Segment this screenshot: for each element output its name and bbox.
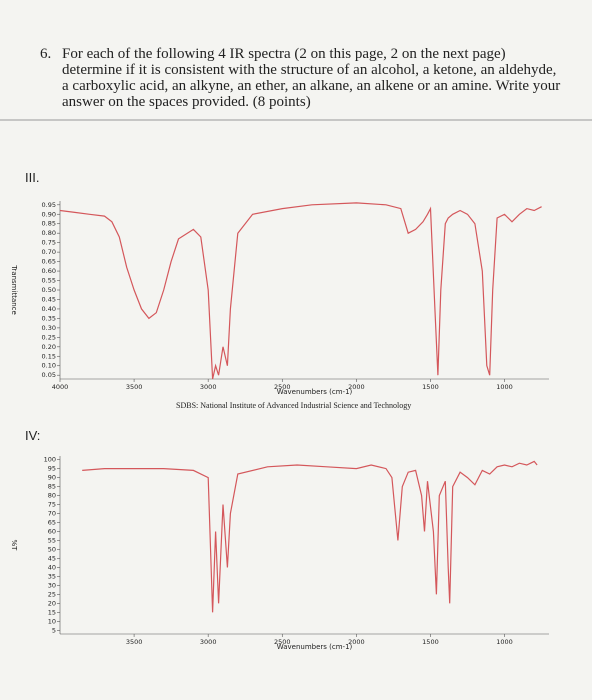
x-tick-label: 4000 [52,383,69,391]
x-tick-label: 3500 [126,638,143,646]
y-tick-label: 60 [48,528,56,536]
x-tick-label: 2500 [274,638,291,646]
y-tick-label: 25 [48,590,56,598]
y-tick-label: 0.70 [42,248,56,256]
y-tick-label: 10 [48,617,56,625]
y-tick-label: 0.50 [42,286,56,294]
y-tick-label: 40 [48,563,56,571]
y-tick-label: 0.10 [42,362,56,370]
y-tick-label: 90 [48,474,56,482]
x-axis-label: Wavenumbers (cm-1) [277,388,353,396]
y-tick-label: 0.85 [42,220,56,228]
y-tick-label: 0.95 [42,201,56,209]
x-tick-label: 2000 [348,383,365,391]
y-tick-label: 0.15 [42,352,56,360]
question-text: For each of the following 4 IR spectra (… [62,46,561,110]
x-tick-label: 2500 [274,383,291,391]
y-tick-label: 95 [48,465,56,473]
source-note: SDBS: National Institute of Advanced Ind… [176,401,411,410]
y-tick-label: 0.45 [42,295,56,303]
y-axis-label: Transmittance [10,264,18,315]
y-tick-label: 0.35 [42,314,56,322]
y-tick-label: 0.60 [42,267,56,275]
y-tick-label: 65 [48,519,56,527]
x-tick-label: 1000 [496,638,513,646]
question: 6. For each of the following 4 IR spectr… [40,46,562,110]
y-tick-label: 85 [48,483,56,491]
y-tick-label: 75 [48,501,56,509]
y-tick-label: 0.55 [42,277,56,285]
y-axis-label: %T [10,540,18,552]
spectrum-line [59,202,542,380]
y-tick-label: 30 [48,581,56,589]
y-tick-label: 0.90 [42,210,56,218]
spectrum-line [82,460,538,613]
y-tick-label: 50 [48,545,56,553]
y-tick-label: 0.80 [42,229,56,237]
y-tick-label: 70 [48,510,56,518]
y-tick-label: 5 [52,626,56,634]
y-tick-label: 35 [48,572,56,580]
section-label: IV: [25,428,40,443]
x-tick-label: 3000 [200,383,217,391]
y-tick-label: 0.40 [42,305,56,313]
x-axis-label: Wavenumbers (cm-1) [277,643,353,651]
y-tick-label: 100 [44,456,56,464]
y-tick-label: 0.65 [42,258,56,266]
question-number: 6. [40,46,52,62]
section-label: III. [25,170,39,185]
y-tick-label: 0.75 [42,239,56,247]
y-tick-label: 15 [48,608,56,616]
x-tick-label: 1000 [496,383,513,391]
x-tick-label: 3000 [200,638,217,646]
x-tick-label: 3500 [126,383,143,391]
y-tick-label: 0.25 [42,333,56,341]
y-tick-label: 20 [48,599,56,607]
y-tick-label: 45 [48,554,56,562]
x-tick-label: 2000 [348,638,365,646]
x-tick-label: 1500 [422,383,439,391]
y-tick-label: 55 [48,537,56,545]
y-tick-label: 0.30 [42,324,56,332]
y-tick-label: 0.05 [42,371,56,379]
x-tick-label: 1500 [422,638,439,646]
y-tick-label: 0.20 [42,343,56,351]
y-tick-label: 80 [48,492,56,500]
